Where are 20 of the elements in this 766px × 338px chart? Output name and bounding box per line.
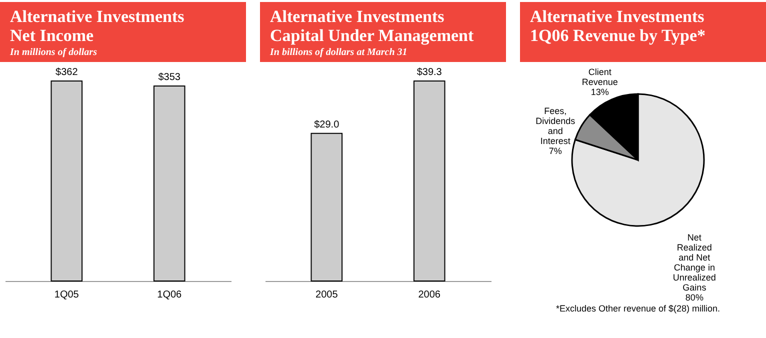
- slice-label: Client Revenue: [582, 66, 618, 87]
- slice-label: Fees, Dividends and Interest: [536, 106, 576, 146]
- chart-title: Alternative Investments Net Income: [10, 7, 186, 45]
- chart-title: Alternative Investments 1Q06 Revenue by Type*: [530, 7, 707, 45]
- text: *Excludes Other revenue of $(28) million.: [556, 304, 720, 314]
- x-tick-label: 2005: [316, 290, 338, 300]
- x-tick-label: 1Q06: [157, 290, 182, 300]
- data-label: $39.3: [416, 67, 442, 78]
- x-tick-label: 1Q05: [54, 290, 80, 300]
- slice-label: Net Realized and Net Change in Unrealized Gains: [672, 232, 716, 293]
- chart-subtitle: In millions of dollars: [10, 47, 98, 58]
- x-tick-label: 2006: [418, 290, 441, 300]
- data-label: 7%: [548, 146, 562, 156]
- data-label: $29.0: [314, 119, 340, 130]
- chart-subtitle: In billions of dollars at March 31: [270, 47, 408, 58]
- data-label: 80%: [685, 292, 704, 303]
- data-label: $353: [158, 72, 181, 83]
- data-label: $362: [56, 67, 78, 78]
- data-label: 13%: [590, 86, 609, 97]
- chart-title: Alternative Investments Capital Under Management: [270, 7, 475, 45]
